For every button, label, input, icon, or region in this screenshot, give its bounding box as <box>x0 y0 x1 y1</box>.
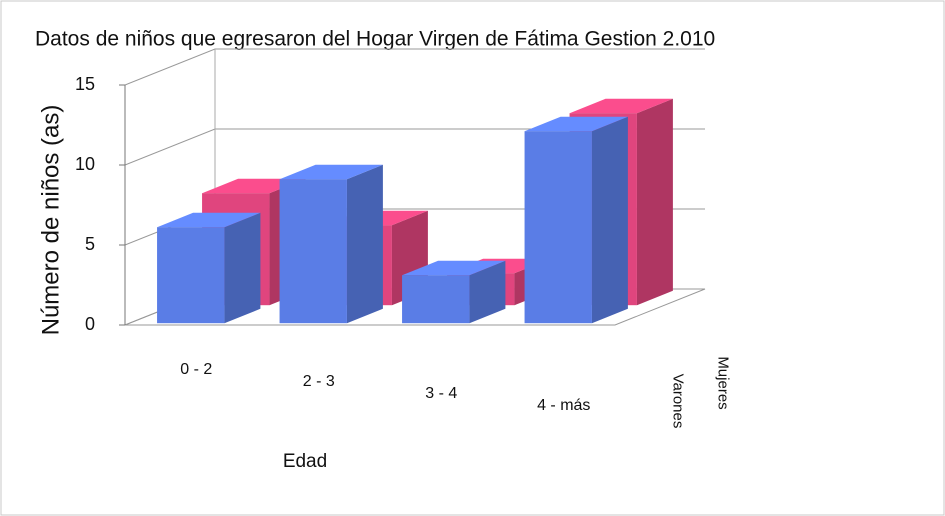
chart-title: Datos de niños que egresaron del Hogar V… <box>35 28 715 51</box>
series-label: Varones <box>670 374 687 429</box>
bar <box>279 179 347 324</box>
bar-top <box>279 164 383 180</box>
x-tick-label: 3 - 4 <box>425 385 457 402</box>
x-tick-label: 0 - 2 <box>180 361 212 378</box>
bar <box>157 227 225 324</box>
bar-top <box>402 260 506 276</box>
y-tick-label: 10 <box>75 154 95 174</box>
series-label: Mujeres <box>715 356 732 409</box>
bar-side <box>636 98 673 306</box>
x-tick-label: 4 - más <box>537 397 590 414</box>
bar-side <box>469 260 506 324</box>
bar <box>402 275 470 324</box>
bar-top <box>157 212 261 228</box>
y-tick-label: 0 <box>85 314 95 334</box>
x-axis-label: Edad <box>283 451 327 472</box>
bar-side <box>591 116 628 324</box>
bar-side <box>224 212 261 324</box>
bar-top <box>524 116 628 132</box>
bar <box>524 131 592 324</box>
y-tick-label: 5 <box>85 234 95 254</box>
y-tick-label: 15 <box>75 74 95 94</box>
bar-side <box>346 164 383 324</box>
x-tick-label: 2 - 3 <box>303 373 335 390</box>
bar-top <box>569 98 673 114</box>
y-axis-label: Número de niños (as) <box>37 105 64 336</box>
